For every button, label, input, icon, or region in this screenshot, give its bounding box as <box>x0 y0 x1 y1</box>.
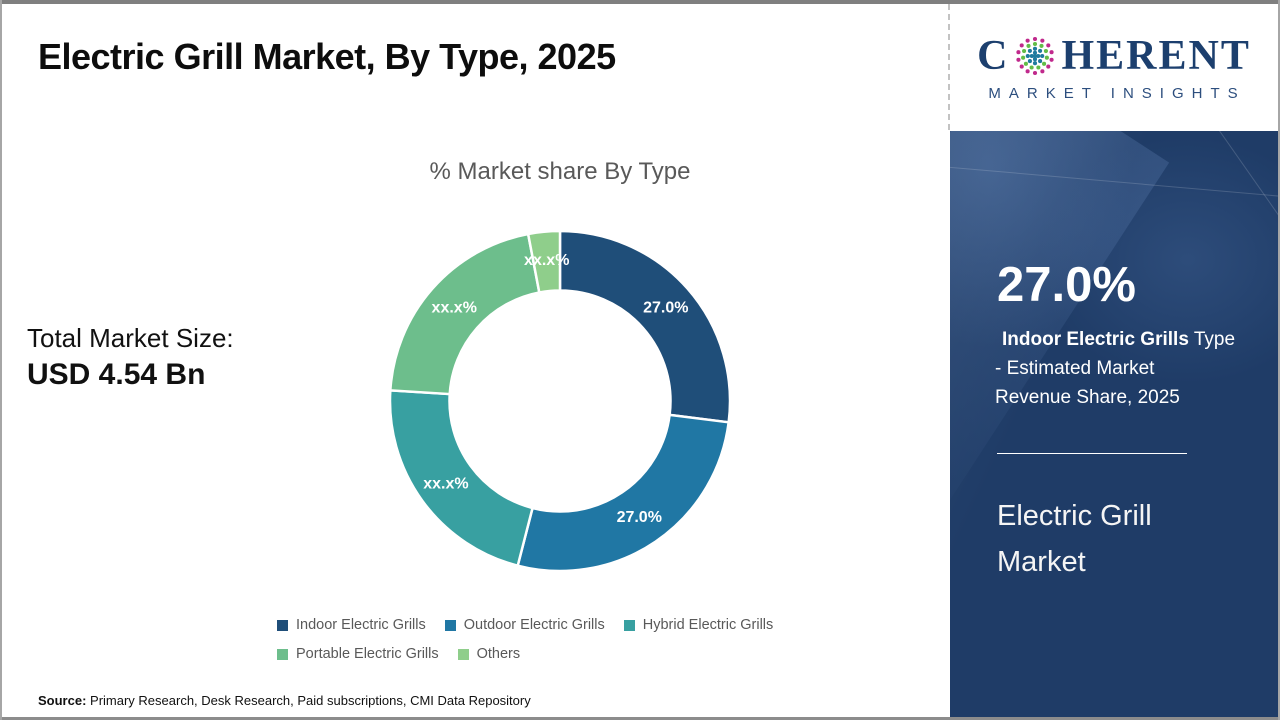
globe-dot <box>1036 53 1041 59</box>
dashed-separator <box>948 4 950 130</box>
globe-dot <box>1024 61 1029 66</box>
globe-dot <box>1050 50 1055 55</box>
right-sidebar: 27.0% Indoor Electric Grills Type - Esti… <box>950 131 1280 717</box>
globe-dot <box>1030 53 1035 59</box>
page-title: Electric Grill Market, By Type, 2025 <box>38 36 616 77</box>
dotted-globe-icon <box>1016 36 1055 76</box>
globe-dot <box>1020 64 1025 69</box>
globe-dot <box>1028 48 1033 53</box>
globe-dot <box>1046 43 1051 48</box>
sidebar-stat-description: Indoor Electric Grills Type - Estimated … <box>995 325 1261 412</box>
donut-segment-0 <box>558 229 732 424</box>
globe-dot <box>1038 48 1043 53</box>
sidebar-stat-value: 27.0% <box>997 258 1136 312</box>
globe-dot <box>1021 55 1026 60</box>
globe-dot <box>1026 43 1032 48</box>
source-text: Primary Research, Desk Research, Paid su… <box>86 693 531 708</box>
globe-dot <box>1038 59 1043 64</box>
total-market-size-value: USD 4.54 Bn <box>27 358 206 391</box>
sidebar-divider <box>997 453 1187 454</box>
coherent-logo: C HERENT MARKET INSIGHTS <box>950 4 1278 131</box>
globe-dot <box>1028 59 1033 64</box>
logo-letter-c: C <box>977 33 1010 79</box>
globe-dot <box>1033 53 1038 59</box>
total-market-size-label: Total Market Size: <box>27 323 234 353</box>
globe-dot <box>1016 57 1021 62</box>
source-line: Source: Primary Research, Desk Research,… <box>38 693 531 708</box>
logo-word-herent: HERENT <box>1061 33 1251 79</box>
bottom-border <box>0 717 1280 720</box>
legend-swatch-others-icon <box>457 648 469 660</box>
sidebar-market-name: Electric Grill Market <box>997 500 1152 578</box>
globe-dot <box>1036 65 1041 70</box>
legend-item-portable: Portable Electric Grills <box>277 646 439 662</box>
legend-row-1: Indoor Electric Grills Outdoor Electric … <box>277 617 837 633</box>
donut-chart: 27.0% 27.0% xx.x% xx.x% xx.x% <box>388 229 732 573</box>
stat-line-2: - Estimated Market <box>995 358 1155 379</box>
logo-wordmark: C HERENT <box>977 33 1251 79</box>
legend-swatch-portable-icon <box>277 648 288 660</box>
stat-line-3: Revenue Share, 2025 <box>995 387 1180 408</box>
legend-item-outdoor: Outdoor Electric Grills <box>444 617 605 633</box>
source-label: Source: <box>38 693 87 708</box>
globe-dot <box>1033 36 1038 42</box>
donut-segment-label-2: xx.x% <box>423 475 468 492</box>
donut-segment-label-0: 27.0% <box>643 299 688 316</box>
globe-dot <box>1033 61 1038 66</box>
legend-label-hybrid: Hybrid Electric Grills <box>642 617 774 633</box>
globe-dot <box>1020 43 1025 48</box>
globe-dot <box>1030 65 1035 70</box>
globe-dot <box>1040 53 1045 59</box>
legend-row-2: Portable Electric Grills Others <box>277 646 837 662</box>
globe-dot <box>1042 61 1047 66</box>
globe-dot <box>1016 50 1021 55</box>
globe-dot <box>1045 55 1050 60</box>
globe-dot <box>1046 64 1051 69</box>
right-border <box>1278 0 1280 720</box>
donut-segment-label-4: xx.x% <box>524 252 569 269</box>
globe-dot <box>1022 48 1027 54</box>
donut-segment-1 <box>516 413 731 573</box>
globe-dot <box>1044 48 1049 54</box>
donut-segment-label-1: 27.0% <box>617 509 662 526</box>
legend-label-portable: Portable Electric Grills <box>296 646 439 662</box>
top-border <box>0 0 1280 4</box>
globe-dot <box>1033 41 1038 47</box>
total-market-size-block: Total Market Size: USD 4.54 Bn <box>27 323 234 392</box>
legend-swatch-hybrid-icon <box>623 619 635 631</box>
legend-item-others: Others <box>457 646 521 662</box>
globe-dot <box>1033 50 1038 55</box>
globe-dot <box>1040 69 1045 74</box>
legend-label-others: Others <box>476 646 521 662</box>
globe-dot <box>1033 46 1038 51</box>
globe-dot <box>1026 53 1031 59</box>
stat-highlight: Indoor Electric Grills <box>1002 329 1189 350</box>
globe-dot <box>1040 38 1045 43</box>
logo-subtitle: MARKET INSIGHTS <box>988 85 1246 102</box>
globe-dot <box>1033 57 1038 62</box>
legend-label-outdoor: Outdoor Electric Grills <box>463 617 605 633</box>
legend-swatch-indoor-icon <box>277 619 288 631</box>
left-border <box>0 0 2 720</box>
stat-line-1: Indoor Electric Grills Type <box>995 325 1261 354</box>
legend-item-hybrid: Hybrid Electric Grills <box>623 617 774 633</box>
globe-dot <box>1026 69 1031 74</box>
legend-item-indoor: Indoor Electric Grills <box>277 617 426 633</box>
legend-swatch-outdoor-icon <box>444 619 456 631</box>
donut-segment-label-3: xx.x% <box>432 299 477 316</box>
chart-legend: Indoor Electric Grills Outdoor Electric … <box>277 617 837 675</box>
globe-dot <box>1033 70 1038 76</box>
donut-segment-4 <box>526 229 562 294</box>
legend-label-indoor: Indoor Electric Grills <box>296 617 426 633</box>
globe-dot <box>1050 57 1055 62</box>
chart-title: % Market share By Type <box>429 158 691 185</box>
globe-dot <box>1026 38 1031 43</box>
stat-line-1-rest: Type <box>1188 329 1236 350</box>
globe-dot <box>1039 43 1045 48</box>
